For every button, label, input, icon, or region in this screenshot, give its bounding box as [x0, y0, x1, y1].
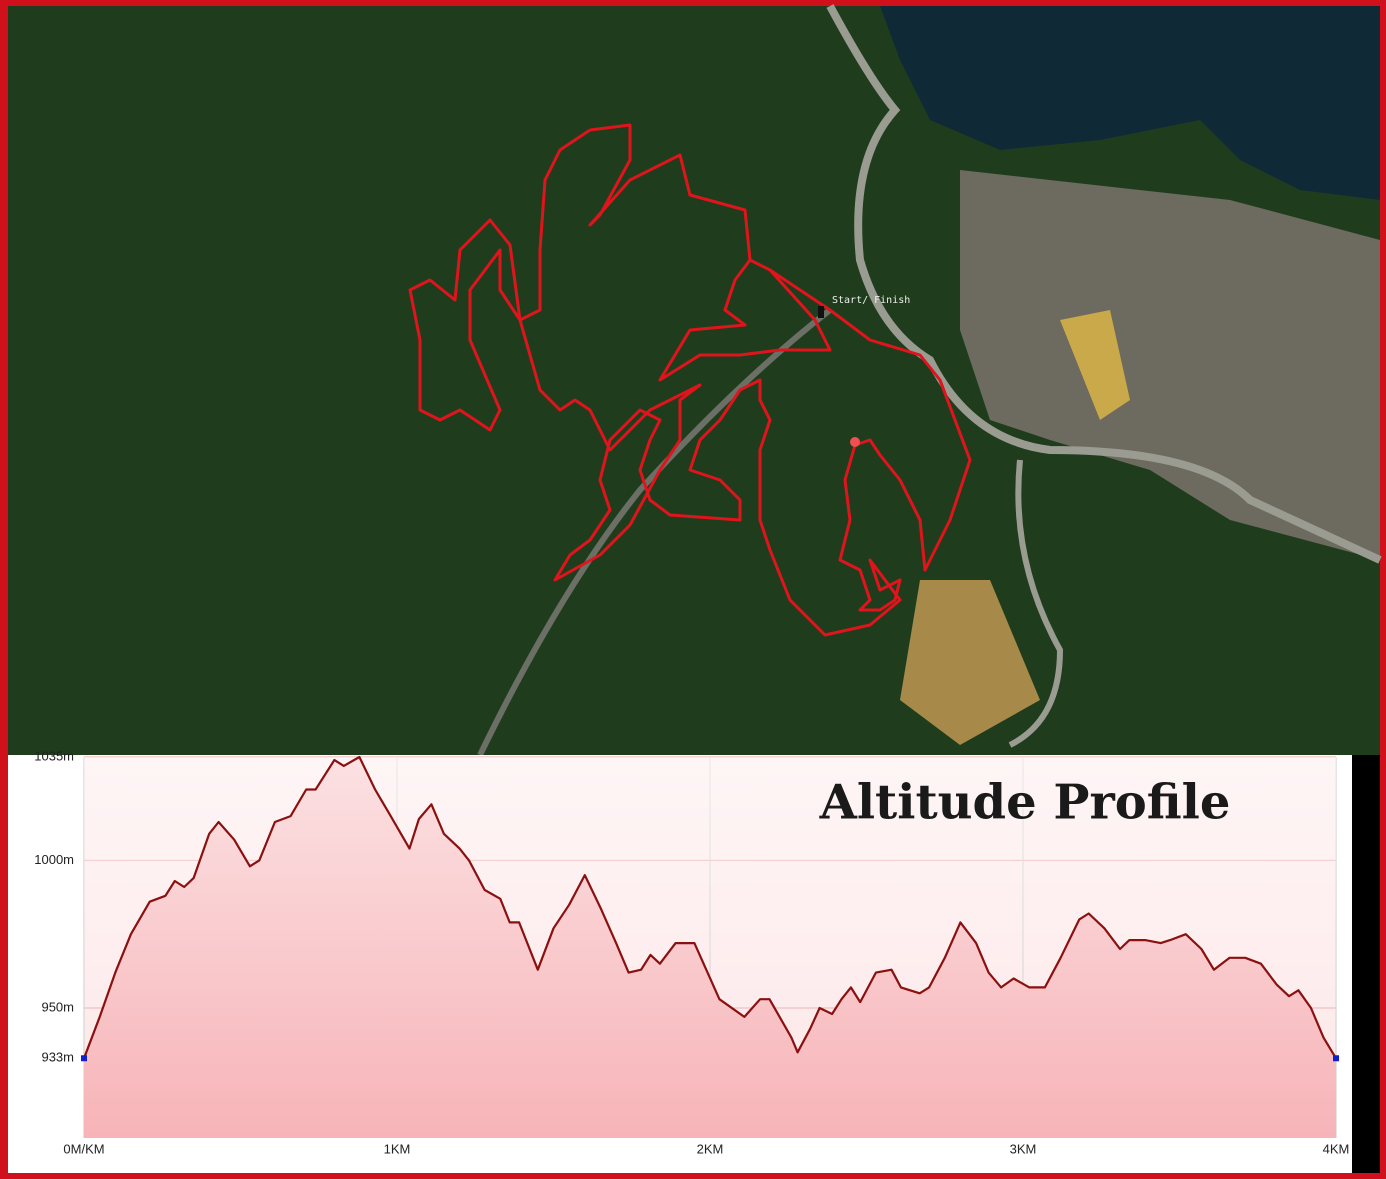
y-tick-label: 1035m — [34, 748, 74, 763]
pin — [850, 437, 860, 447]
page: {"map": {"label": "Start/ Finish"}, "cha… — [0, 0, 1386, 1179]
map-label: Start/ Finish — [832, 295, 910, 306]
x-tick-label: 0M/KM — [63, 1141, 104, 1156]
y-tick-label: 950m — [41, 999, 74, 1014]
chart-title: Altitude Profile — [819, 775, 1231, 831]
x-tick-label: 3KM — [1010, 1141, 1037, 1156]
page-canvas: Start/ Finish Altitude Profile 933m 950m 1… — [0, 0, 1386, 1179]
end-point — [1333, 1055, 1339, 1061]
y-tick-label: 1000m — [34, 852, 74, 867]
x-tick-label: 1KM — [384, 1141, 411, 1156]
chart-edge — [1352, 755, 1380, 1173]
x-tick-label: 2KM — [697, 1141, 724, 1156]
x-tick-label: 4KM — [1323, 1141, 1350, 1156]
y-tick-label: 933m — [41, 1050, 74, 1065]
start-marker — [818, 306, 824, 318]
satellite-map: Start/ Finish — [8, 6, 1380, 755]
end-point — [81, 1055, 87, 1061]
